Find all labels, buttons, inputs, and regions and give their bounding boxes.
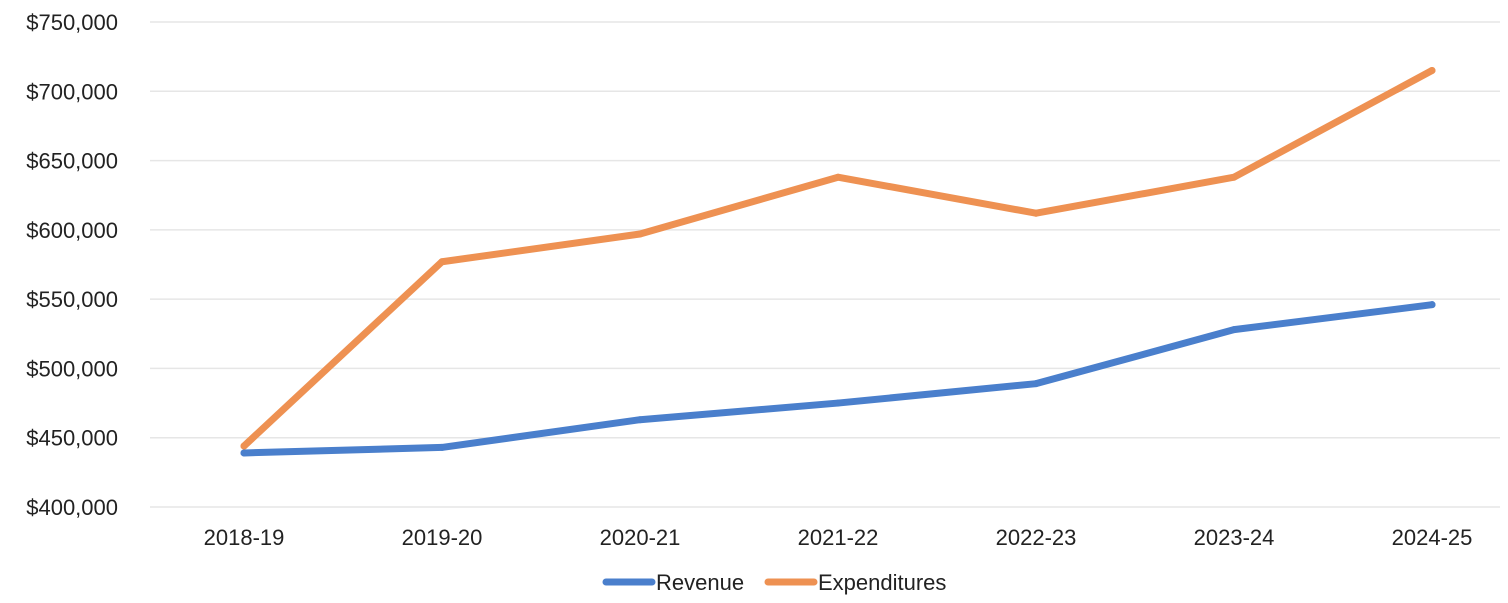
- data-point-expenditures: [834, 173, 842, 181]
- data-point-expenditures: [438, 258, 446, 266]
- y-tick-label: $550,000: [26, 287, 118, 312]
- y-tick-label: $650,000: [26, 149, 118, 174]
- data-point-revenue: [636, 416, 644, 424]
- x-tick-label: 2019-20: [402, 525, 483, 550]
- data-point-expenditures: [1230, 173, 1238, 181]
- data-point-revenue: [438, 443, 446, 451]
- y-tick-label: $500,000: [26, 356, 118, 381]
- data-point-expenditures: [1032, 209, 1040, 217]
- x-axis-tick-labels: 2018-19 2019-20 2020-21 2021-22 2022-23 2023-…: [204, 525, 1473, 550]
- data-point-expenditures: [1428, 67, 1436, 74]
- data-point-revenue: [834, 399, 842, 407]
- legend-label-revenue: Revenue: [656, 570, 744, 595]
- data-point-revenue: [1032, 380, 1040, 388]
- x-tick-label: 2018-19: [204, 525, 285, 550]
- x-tick-label: 2021-22: [798, 525, 879, 550]
- grid-layer: [150, 21, 1500, 508]
- data-point-revenue: [1428, 301, 1436, 309]
- legend: Revenue Expenditures: [602, 570, 946, 595]
- y-tick-label: $450,000: [26, 426, 118, 451]
- data-point-revenue: [1230, 326, 1238, 334]
- series-layer: [240, 67, 1436, 457]
- y-tick-label: $700,000: [26, 79, 118, 104]
- data-point-revenue: [240, 449, 248, 457]
- x-tick-label: 2020-21: [600, 525, 681, 550]
- y-tick-label: $400,000: [26, 495, 118, 520]
- data-point-expenditures: [636, 230, 644, 238]
- x-tick-label: 2024-25: [1392, 525, 1473, 550]
- legend-label-expenditures: Expenditures: [818, 570, 946, 595]
- x-tick-label: 2023-24: [1194, 525, 1275, 550]
- x-tick-label: 2022-23: [996, 525, 1077, 550]
- series-line-revenue: [240, 301, 1436, 457]
- y-tick-label: $600,000: [26, 218, 118, 243]
- y-tick-label: $750,000: [26, 10, 118, 35]
- y-axis-tick-labels: $400,000 $450,000 $500,000 $550,000 $600,000…: [26, 10, 118, 520]
- data-point-expenditures: [240, 442, 248, 450]
- series-line-expenditures: [240, 67, 1436, 450]
